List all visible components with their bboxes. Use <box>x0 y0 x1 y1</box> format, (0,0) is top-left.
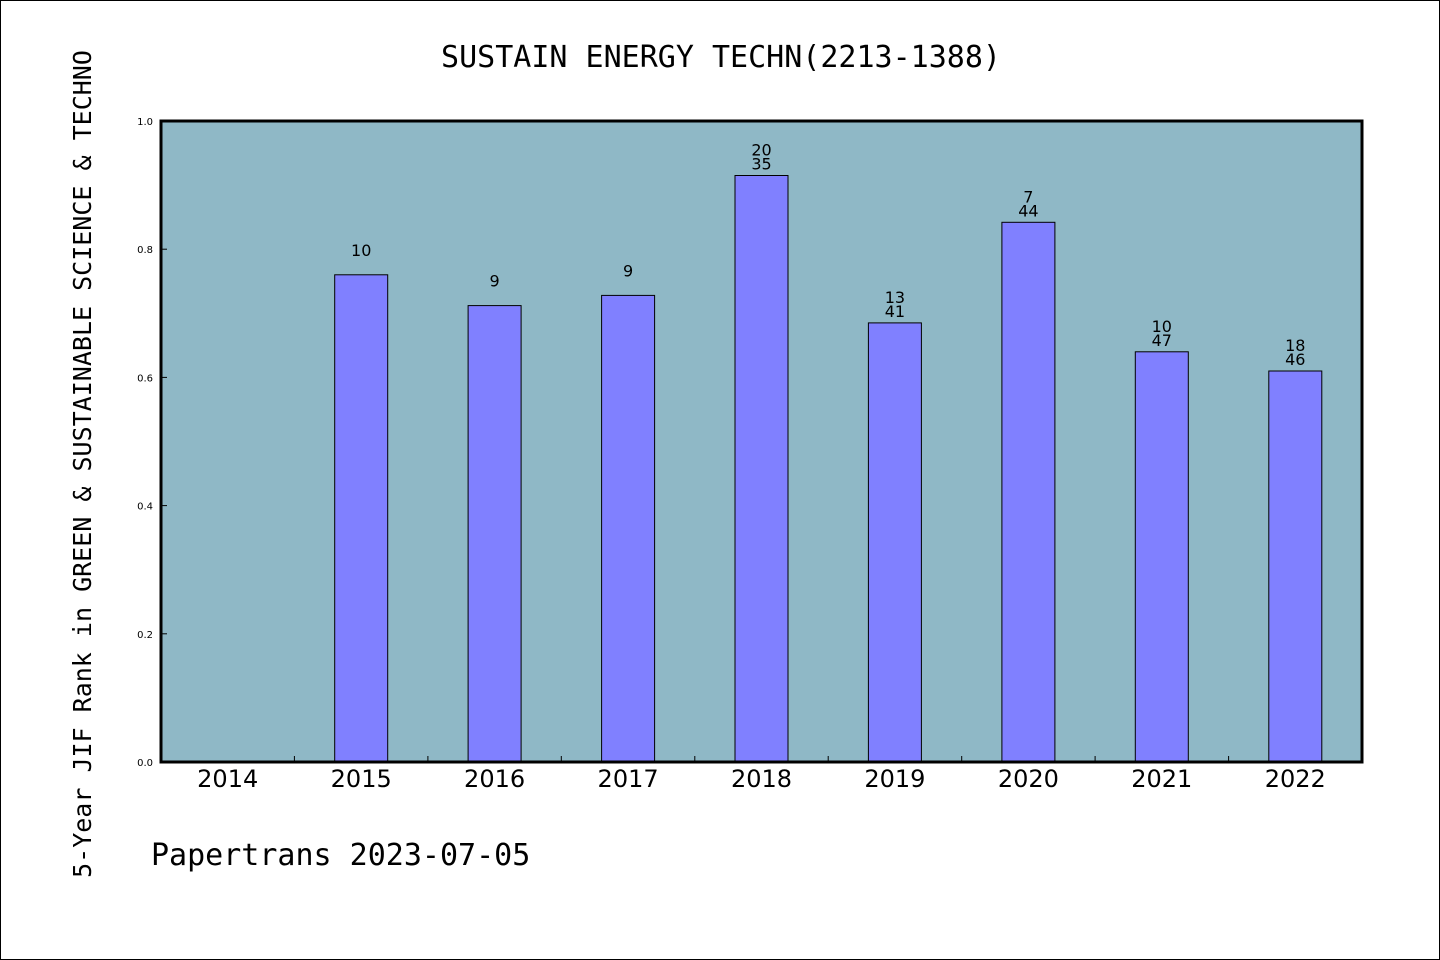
y-tick-label-0.6: 0.6 <box>137 373 153 384</box>
bar-label-2020-1: 7 <box>1023 187 1033 206</box>
x-tick-label-2014: 2014 <box>197 765 258 793</box>
y-axis-label: 5-Year JIF Rank in GREEN & SUSTAINABLE S… <box>68 50 97 878</box>
bar-label-2019-1: 13 <box>885 288 905 307</box>
bar-2021 <box>1134 351 1189 763</box>
bar-2016 <box>467 305 522 763</box>
x-tick-label-2018: 2018 <box>731 765 792 793</box>
bar-label-2022-2: 46 <box>1285 350 1305 369</box>
bar-label-2018-2: 35 <box>751 155 771 174</box>
bar-label-2021-1: 10 <box>1152 317 1172 336</box>
x-tick-label-2022: 2022 <box>1265 765 1326 793</box>
y-tick-label-0.2: 0.2 <box>137 630 153 641</box>
bar-2015 <box>334 274 389 763</box>
bar-label-2020-2: 44 <box>1018 201 1038 220</box>
bar-2020 <box>1001 221 1056 763</box>
x-tick-label-2020: 2020 <box>998 765 1059 793</box>
bar-label-2017-1: 9 <box>623 261 633 280</box>
bar-2022 <box>1268 370 1323 763</box>
x-tick-label-2016: 2016 <box>464 765 525 793</box>
y-tick-label-0.0: 0.0 <box>137 758 153 769</box>
bar-2018 <box>734 175 789 763</box>
x-axis-ticks: 2014 2015 2016 2017 2018 2019 2020 2021 2022 <box>197 756 1326 793</box>
footer-text: Papertrans 2023-07-05 <box>151 838 530 873</box>
plot-border <box>159 119 1364 764</box>
y-tick-label-0.8: 0.8 <box>137 245 153 256</box>
bar-2019 <box>867 322 922 763</box>
bar-label-2018-1: 20 <box>751 141 771 160</box>
x-tick-label-2021: 2021 <box>1131 765 1192 793</box>
bar-label-2022-1: 18 <box>1285 336 1305 355</box>
bar-label-2015-1: 10 <box>351 241 371 260</box>
bar-label-2016-1: 9 <box>490 272 500 291</box>
y-tick-label-0.4: 0.4 <box>137 502 153 513</box>
bars-layer <box>334 175 1323 763</box>
x-tick-label-2019: 2019 <box>864 765 925 793</box>
y-tick-label-1.0: 1.0 <box>137 117 153 128</box>
x-tick-label-2017: 2017 <box>598 765 659 793</box>
bar-label-2021-2: 47 <box>1152 331 1172 350</box>
bar-2017 <box>601 294 656 763</box>
x-tick-label-2015: 2015 <box>331 765 392 793</box>
bar-label-2019-2: 41 <box>885 302 905 321</box>
chart-title: SUSTAIN ENERGY TECHN(2213-1388) <box>441 40 1001 75</box>
